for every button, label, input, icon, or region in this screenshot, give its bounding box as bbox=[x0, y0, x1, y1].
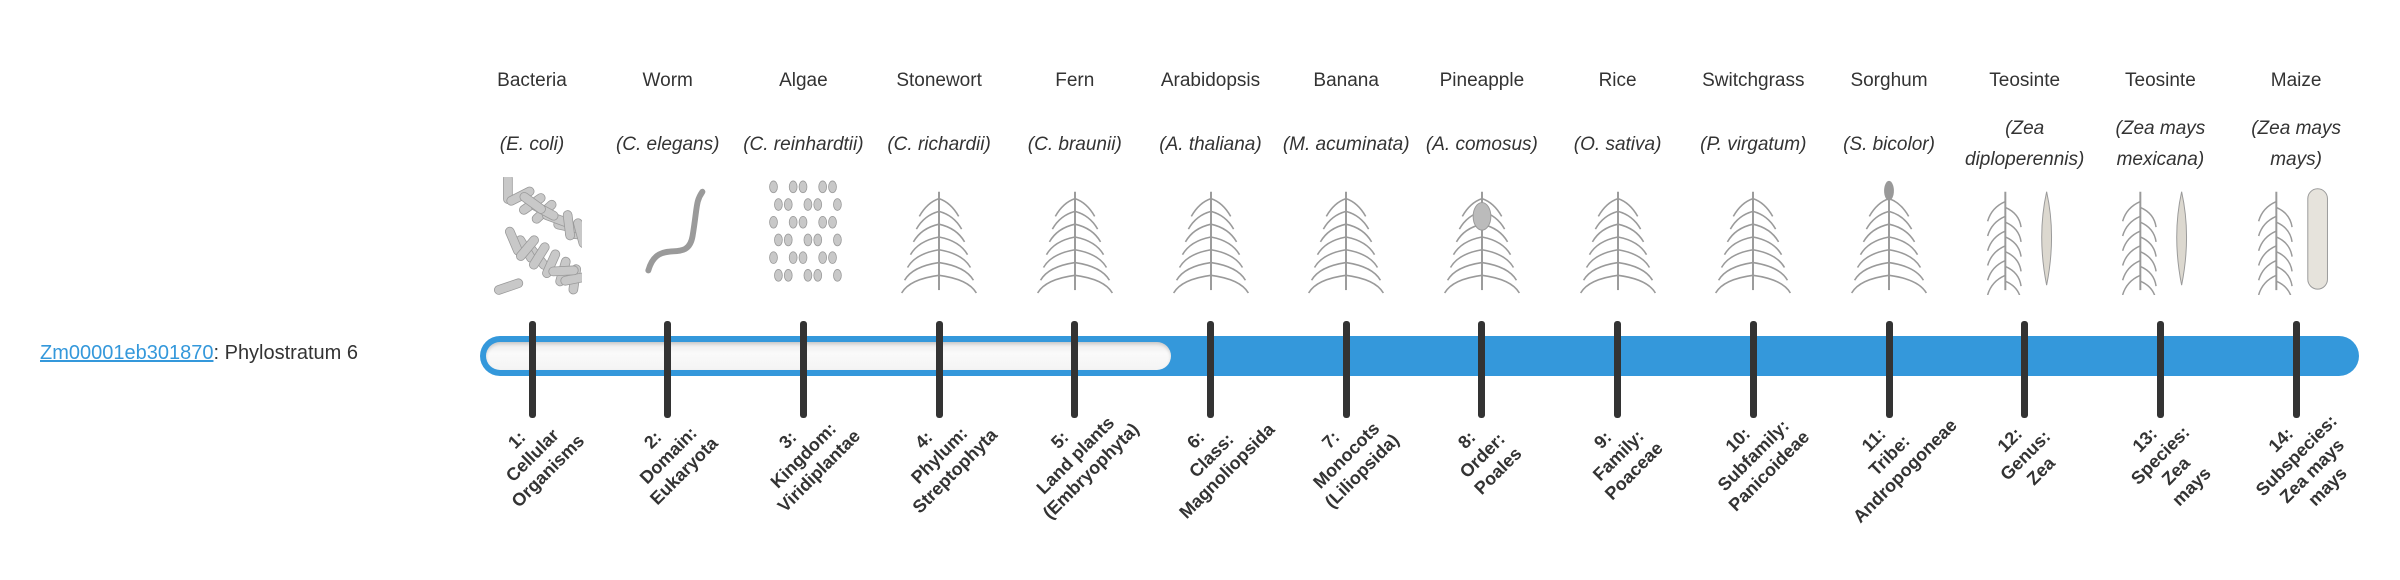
stratum-tick bbox=[1207, 321, 1214, 418]
organism-common-name: Maize bbox=[2270, 70, 2322, 91]
organism-common-name: Bacteria bbox=[497, 70, 567, 91]
organism-common-name: Worm bbox=[642, 70, 693, 91]
species-text: (C. richardii) bbox=[887, 133, 991, 155]
stratum-tick bbox=[1614, 321, 1622, 418]
stratum-tick bbox=[799, 321, 807, 418]
organism-species-name: (C. richardii) bbox=[871, 112, 1007, 176]
organism-common-name: Banana bbox=[1313, 70, 1379, 91]
organism-common-name: Arabidopsis bbox=[1160, 70, 1261, 91]
species-text: (C. braunii) bbox=[1027, 133, 1122, 155]
stratum-tick bbox=[528, 321, 536, 418]
sorghum-icon bbox=[1839, 177, 1939, 295]
organism-species-name: (Zea mays mexicana) bbox=[2092, 112, 2228, 176]
stratum-tick bbox=[935, 321, 943, 418]
species-text: (Zea diploperennis) bbox=[1965, 118, 2085, 170]
gene-label: Zm00001eb301870: Phylostratum 6 bbox=[40, 342, 358, 365]
stratum-tick bbox=[664, 321, 672, 418]
stratum-tick bbox=[2156, 321, 2164, 418]
organism-species-name: (A. comosus) bbox=[1414, 112, 1550, 176]
worm-icon bbox=[618, 177, 718, 295]
stratum-tick bbox=[1478, 321, 1486, 418]
organism-species-name: (C. reinhardtii) bbox=[735, 112, 871, 176]
species-text: (M. acuminata) bbox=[1282, 133, 1410, 155]
teosinte-mexicana-icon bbox=[2110, 177, 2210, 302]
stratum-tick bbox=[1342, 321, 1350, 418]
stonewort-icon bbox=[889, 177, 989, 295]
stratum-label: 13: Species: Zea mays bbox=[2127, 422, 2216, 510]
organism-common-name: Stonewort bbox=[896, 70, 982, 91]
stratum-tick bbox=[2292, 321, 2300, 418]
species-text: (C. reinhardtii) bbox=[743, 133, 864, 155]
banana-icon bbox=[1296, 177, 1396, 295]
stratum-tick bbox=[1749, 321, 1757, 418]
stratum-label: 14: Subspecies: Zea mays mays bbox=[2251, 410, 2351, 510]
organism-species-name: (E. coli) bbox=[464, 112, 600, 176]
phylostratum-bar bbox=[480, 336, 2359, 376]
organism-common-name: Algae bbox=[779, 70, 828, 91]
switchgrass-icon bbox=[1703, 177, 1803, 295]
species-text: (A. thaliana) bbox=[1159, 133, 1262, 155]
pineapple-icon bbox=[1432, 177, 1532, 295]
algae-icon bbox=[753, 177, 853, 295]
teosinte-icon bbox=[1975, 177, 2075, 302]
phylostratum-text: : Phylostratum 6 bbox=[213, 342, 358, 364]
gene-link[interactable]: Zm00001eb301870 bbox=[40, 342, 214, 364]
species-text: (S. bicolor) bbox=[1843, 133, 1935, 155]
organism-species-name: (A. thaliana) bbox=[1143, 112, 1279, 176]
organism-common-name: Pineapple bbox=[1439, 70, 1525, 91]
organism-species-name: (Zea diploperennis) bbox=[1957, 112, 2093, 176]
organism-common-name: Teosinte bbox=[1989, 70, 2061, 91]
species-text: (A. comosus) bbox=[1425, 133, 1538, 155]
organism-species-name: (P. virgatum) bbox=[1685, 112, 1821, 176]
stratum-tick bbox=[1071, 321, 1079, 418]
arabidopsis-icon bbox=[1161, 177, 1261, 295]
organism-species-name: (S. bicolor) bbox=[1821, 112, 1957, 176]
organism-species-name: (M. acuminata) bbox=[1278, 112, 1414, 176]
species-text: (Zea mays mexicana) bbox=[2115, 118, 2206, 170]
organism-common-name: Teosinte bbox=[2125, 70, 2196, 91]
organism-common-name: Switchgrass bbox=[1702, 70, 1805, 91]
species-text: (O. sativa) bbox=[1573, 133, 1662, 155]
organism-species-name: (C. braunii) bbox=[1007, 112, 1143, 176]
maize-icon bbox=[2246, 177, 2346, 302]
organism-common-name: Sorghum bbox=[1850, 70, 1928, 91]
stratum-tick bbox=[2021, 321, 2029, 418]
organism-species-name: (O. sativa) bbox=[1550, 112, 1686, 176]
organism-common-name: Fern bbox=[1055, 70, 1095, 91]
bacteria-icon bbox=[482, 173, 596, 295]
rice-icon bbox=[1568, 177, 1668, 295]
bar-unfilled-segment bbox=[486, 342, 1171, 370]
stratum-tick bbox=[1885, 321, 1893, 418]
organism-species-name: (C. elegans) bbox=[600, 112, 736, 176]
species-text: (C. elegans) bbox=[615, 133, 720, 155]
fern-icon bbox=[1025, 177, 1125, 295]
species-text: (P. virgatum) bbox=[1700, 133, 1807, 155]
species-text: (Zea mays mays) bbox=[2251, 118, 2341, 170]
organism-common-name: Rice bbox=[1598, 70, 1637, 91]
organism-species-name: (Zea mays mays) bbox=[2228, 112, 2364, 176]
species-text: (E. coli) bbox=[499, 133, 565, 155]
